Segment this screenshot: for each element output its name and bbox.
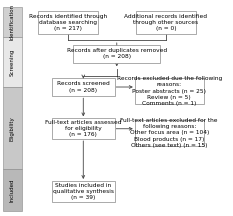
Text: Included: Included (10, 178, 15, 202)
Text: Records excluded due the following
reasons:
Poster abstracts (n = 25)
Review (n : Records excluded due the following reaso… (116, 76, 222, 106)
Text: Eligibility: Eligibility (10, 116, 15, 141)
Text: Studies included in
qualitative synthesis
(n = 39): Studies included in qualitative synthesi… (53, 183, 114, 200)
Text: Full-text articles assessed
for eligibility
(n = 176): Full-text articles assessed for eligibil… (45, 120, 122, 137)
Text: Records after duplicates removed
(n = 208): Records after duplicates removed (n = 20… (67, 48, 167, 59)
Text: Records screened
(n = 208): Records screened (n = 208) (57, 81, 110, 93)
Text: Records identified through
database searching
(n = 217): Records identified through database sear… (29, 14, 107, 31)
FancyBboxPatch shape (52, 78, 115, 96)
FancyBboxPatch shape (52, 118, 115, 139)
Text: Full-text articles excluded for the
following reasons:
Other focus area (n = 104: Full-text articles excluded for the foll… (120, 118, 218, 148)
FancyBboxPatch shape (136, 11, 196, 34)
Text: Screening: Screening (10, 48, 15, 76)
FancyBboxPatch shape (73, 45, 160, 62)
FancyBboxPatch shape (3, 37, 22, 87)
Text: Additional records identified
through other sources
(n = 0): Additional records identified through ot… (124, 14, 207, 31)
FancyBboxPatch shape (135, 78, 204, 104)
FancyBboxPatch shape (3, 87, 22, 169)
FancyBboxPatch shape (3, 7, 22, 37)
FancyBboxPatch shape (3, 169, 22, 211)
FancyBboxPatch shape (52, 181, 115, 202)
FancyBboxPatch shape (38, 11, 98, 34)
FancyBboxPatch shape (135, 120, 204, 146)
Text: Identification: Identification (10, 4, 15, 40)
